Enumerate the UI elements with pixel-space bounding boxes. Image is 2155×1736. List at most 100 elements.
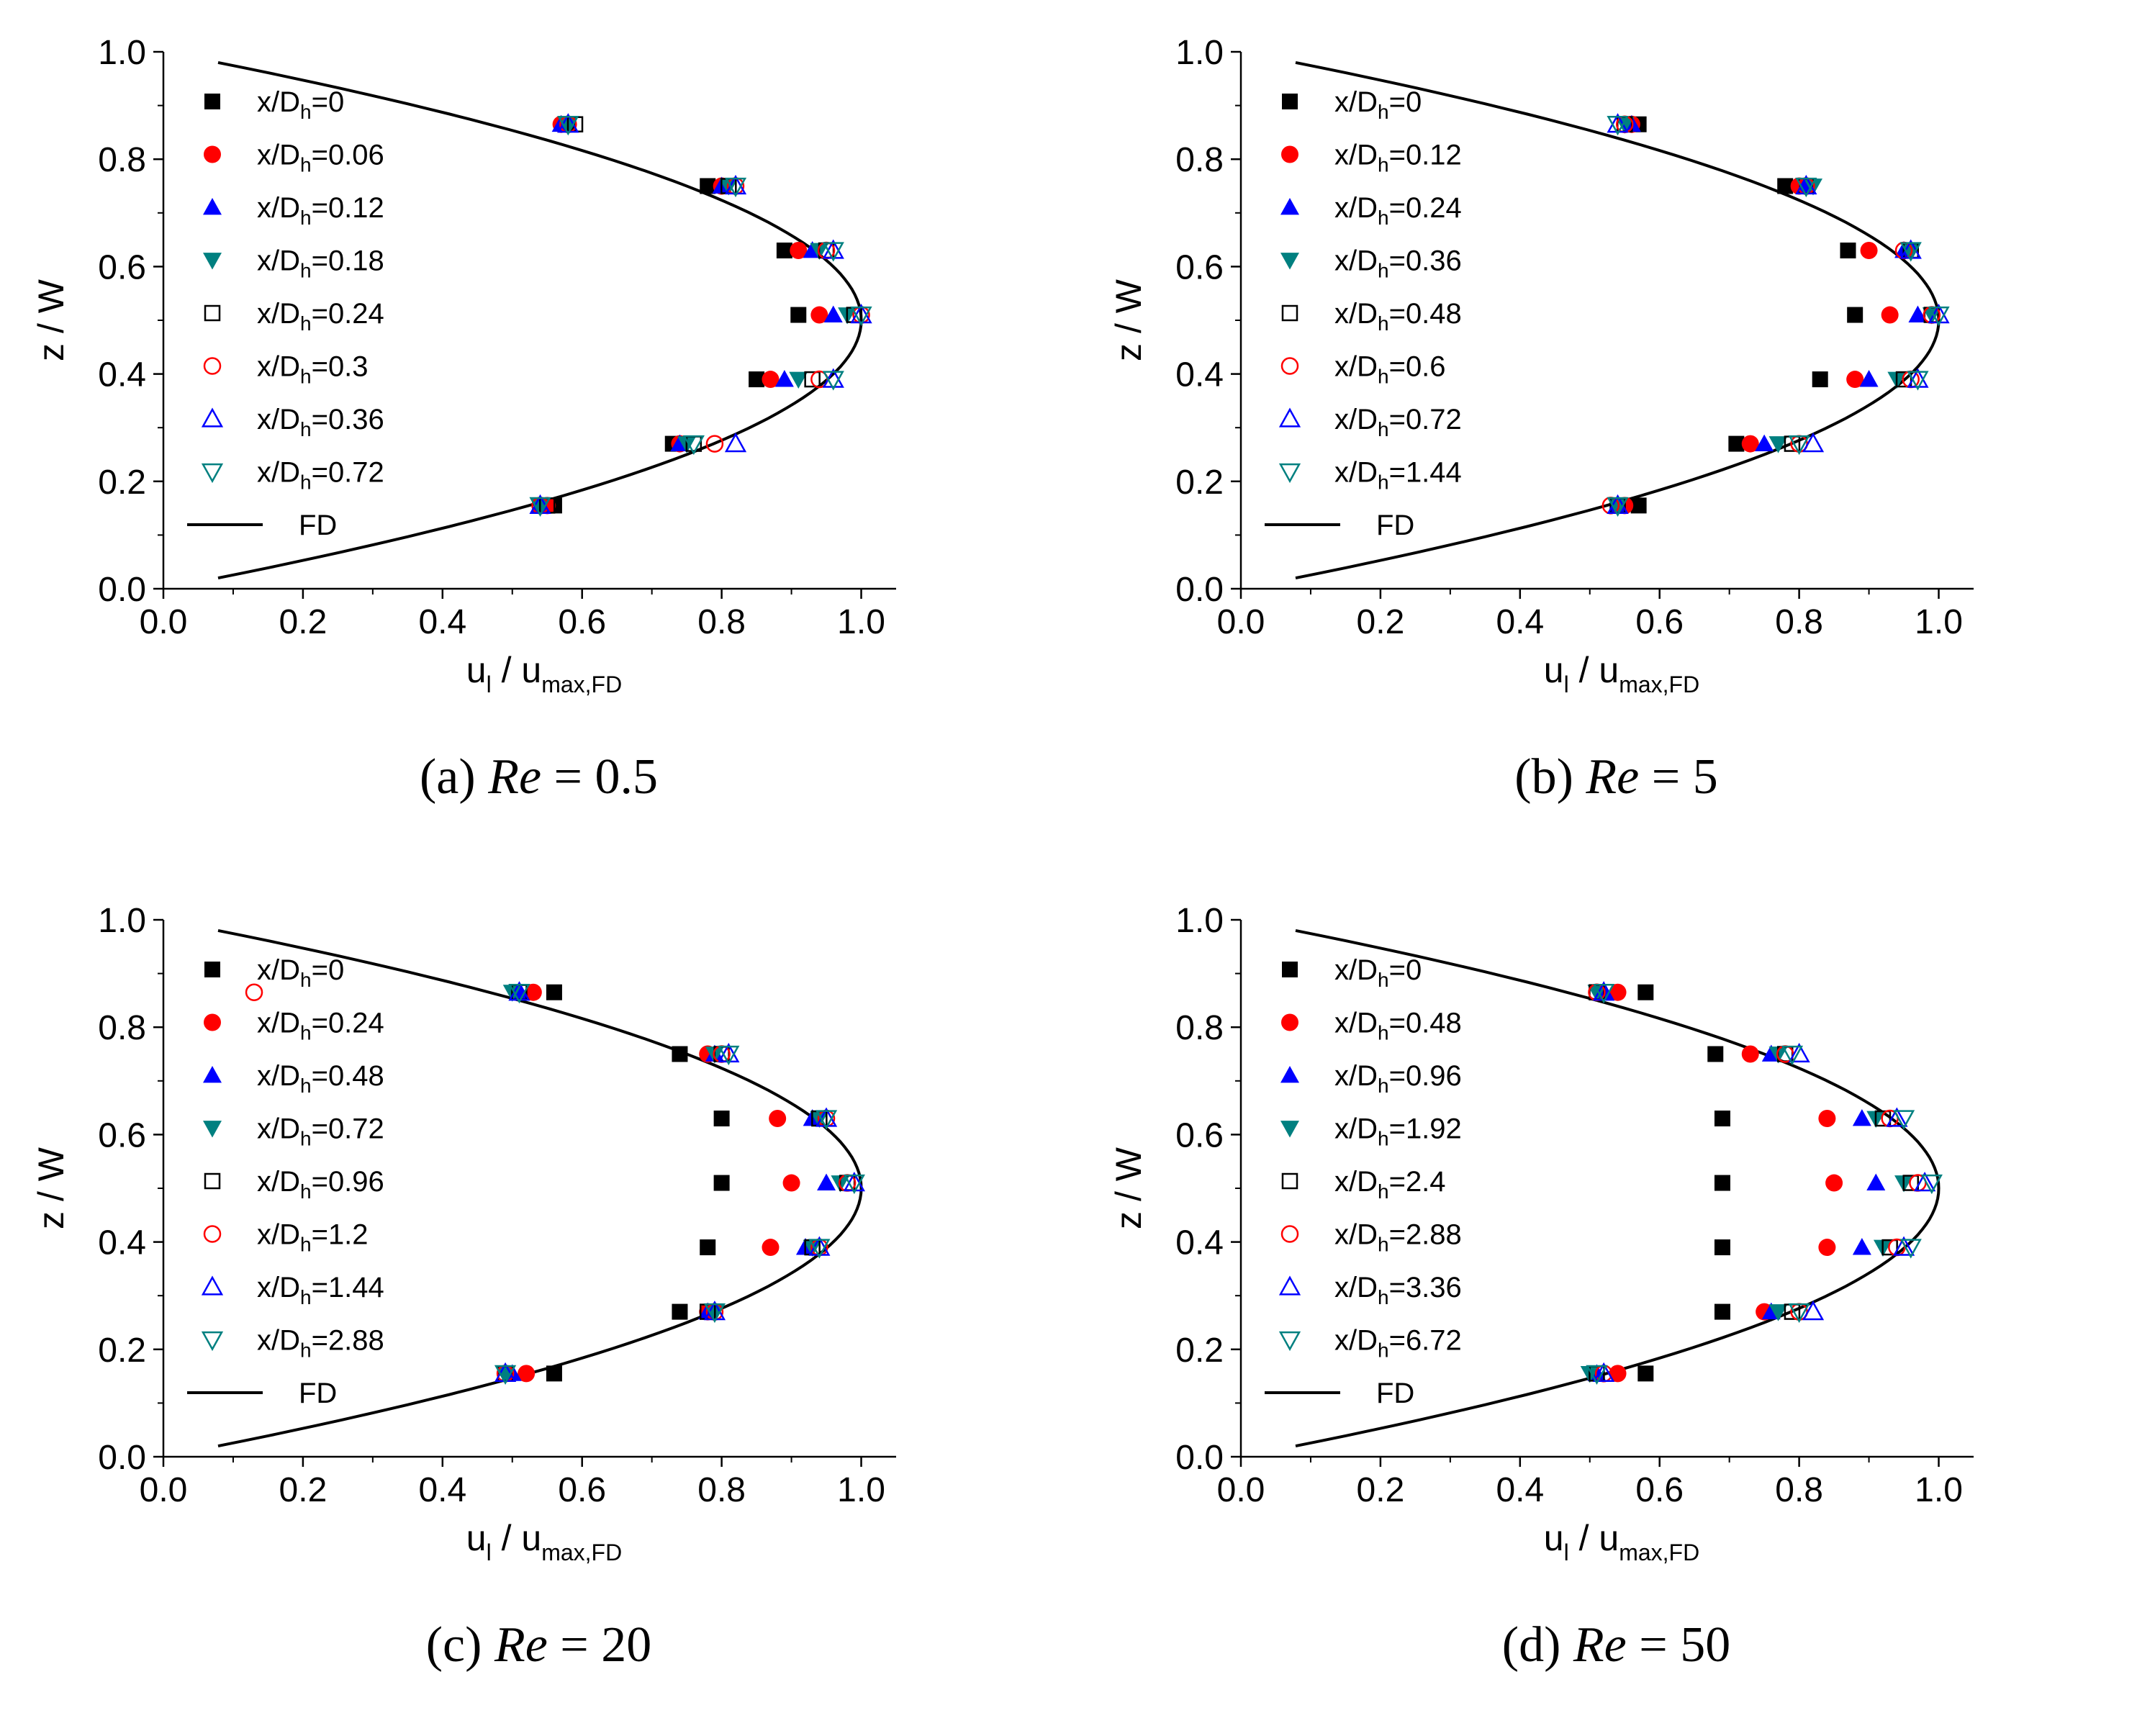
data-point [1840, 243, 1856, 259]
y-tick-label: 0.4 [98, 356, 146, 394]
caption-rest: = 50 [1626, 1617, 1731, 1673]
y-tick-label: 0.4 [1175, 356, 1224, 394]
x-axis-label: ul / umax,FD [466, 650, 622, 697]
legend-marker [1280, 1121, 1299, 1138]
data-point [1741, 435, 1759, 453]
caption-b: (b) Re = 5 [1078, 749, 2155, 806]
x-tick-label: 0.2 [279, 1471, 327, 1509]
data-point [524, 983, 542, 1001]
legend-entry: x/Dh=3.36 [1334, 1272, 1462, 1308]
y-tick-label: 0.6 [98, 248, 146, 286]
series-7 [529, 116, 872, 517]
chart-b: 0.0 0.2 0.4 0.6 0.8 1.0 0.0 0.2 0.4 0.6 0.8 1.0 ul /… [1108, 34, 1974, 697]
fd-curve [217, 928, 863, 1448]
y-tick-label: 0.6 [1175, 1116, 1224, 1154]
data-point [508, 984, 530, 1004]
x-tick-label: 0.0 [140, 1471, 188, 1509]
data-point [790, 242, 808, 260]
data-point [1714, 1239, 1730, 1256]
data-point [682, 435, 705, 456]
legend-marker [1282, 962, 1298, 977]
y-tick-label: 0.6 [1175, 248, 1224, 286]
caption-c: (c) Re = 20 [0, 1617, 1078, 1674]
x-axis-label: ul / umax,FD [466, 1518, 622, 1565]
x-tick-label: 0.6 [558, 1471, 606, 1509]
data-point [1714, 1175, 1730, 1191]
y-tick-label: 0.8 [1175, 141, 1224, 179]
data-point [1846, 371, 1864, 389]
legend-entry: x/Dh=0.12 [1334, 140, 1462, 176]
y-tick-label: 0.8 [98, 1009, 146, 1047]
y-tick-label: 1.0 [1175, 34, 1224, 72]
data-point [1795, 177, 1817, 198]
data-point [496, 1365, 515, 1383]
data-point [1755, 434, 1774, 451]
legend-marker [201, 463, 224, 484]
series-0 [546, 984, 730, 1382]
chart-a: 0.0 0.2 0.4 0.6 0.8 1.0 0.0 0.2 0.4 0.6 0.8 1.0 ul /… [31, 34, 896, 697]
legend-marker [203, 1225, 222, 1243]
data-point [724, 177, 747, 198]
data-point [1812, 371, 1828, 388]
data-point [1928, 306, 1950, 327]
data-point [1788, 1303, 1810, 1324]
data-point [1922, 307, 1941, 325]
data-point [1586, 1365, 1608, 1385]
data-point [700, 178, 716, 194]
legend-marker [1281, 1013, 1298, 1031]
data-point [1881, 1239, 1898, 1256]
data-point [1768, 436, 1788, 453]
x-axis-label: ul / umax,FD [1544, 650, 1699, 697]
series-3 [530, 117, 857, 515]
data-point [1907, 371, 1929, 391]
y-axis-label: z / W [31, 279, 71, 361]
y-tick-label: 0.2 [98, 1332, 146, 1370]
data-point [1593, 1362, 1615, 1383]
data-point [1892, 1236, 1915, 1256]
legend-marker [1278, 407, 1301, 428]
legend-entry: x/Dh=0.72 [1334, 404, 1462, 440]
panel-b: 0.0 0.2 0.4 0.6 0.8 1.0 0.0 0.2 0.4 0.6 0.8 1.0 ul /… [1078, 0, 2155, 868]
legend-entry: x/Dh=1.92 [1334, 1113, 1462, 1150]
x-tick-label: 0.6 [1635, 603, 1684, 641]
data-point [546, 1365, 562, 1382]
series-7 [494, 984, 865, 1385]
y-tick-label: 0.2 [1175, 464, 1224, 502]
data-point [718, 1045, 740, 1066]
fd-curve [1295, 928, 1941, 1448]
data-point [1866, 1173, 1886, 1190]
y-tick-label: 0.2 [1175, 1332, 1224, 1370]
data-point [762, 371, 780, 389]
data-point [672, 1303, 688, 1320]
data-point [724, 433, 747, 453]
y-tick-label: 0.2 [98, 464, 146, 502]
caption-prefix: (d) [1501, 1617, 1573, 1673]
data-point [1892, 1110, 1915, 1130]
legend-marker [203, 1066, 222, 1083]
data-point [1874, 1110, 1892, 1127]
legend-entry: x/Dh=0.24 [1334, 192, 1462, 229]
legend-entry: x/Dh=0.12 [257, 192, 384, 229]
data-point [808, 1236, 831, 1256]
data-point [1788, 435, 1810, 456]
legend-marker [203, 198, 222, 215]
legend-marker [204, 94, 220, 109]
series-7 [1607, 116, 1950, 517]
data-point [703, 1301, 726, 1321]
data-point [850, 306, 872, 327]
data-point [518, 1365, 536, 1383]
caption-rest: = 0.5 [541, 749, 658, 805]
data-point [1714, 1111, 1730, 1127]
caption-prefix: (b) [1514, 749, 1586, 805]
data-point [557, 116, 579, 136]
panel-a: 0.0 0.2 0.4 0.6 0.8 1.0 0.0 0.2 0.4 0.6 0.8 1.0 ul /… [0, 0, 1078, 868]
caption-re: Re [1586, 749, 1640, 805]
data-point [1714, 1303, 1730, 1320]
legend-entry: x/Dh=0.3 [257, 351, 369, 388]
data-point [705, 435, 724, 453]
data-point [529, 494, 551, 515]
data-point [1895, 371, 1912, 388]
x-tick-label: 0.2 [279, 603, 327, 641]
data-point [1886, 1107, 1908, 1127]
